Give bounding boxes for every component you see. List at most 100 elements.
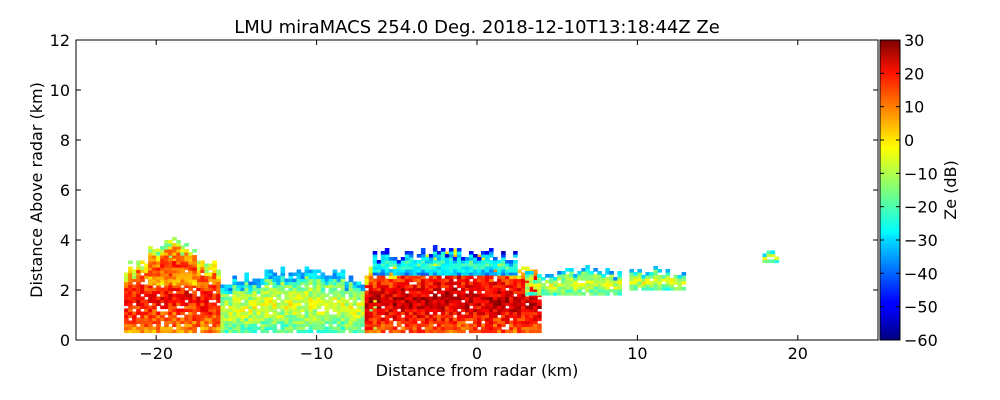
echo-cell bbox=[481, 326, 486, 331]
echo-cell bbox=[232, 287, 237, 292]
echo-cell bbox=[280, 323, 286, 328]
echo-cell bbox=[477, 275, 482, 280]
echo-cell bbox=[605, 292, 610, 296]
echo-cell bbox=[212, 287, 217, 292]
echo-cell bbox=[509, 308, 514, 313]
echo-cell bbox=[444, 326, 450, 331]
echo-cell bbox=[565, 274, 570, 278]
echo-cell bbox=[316, 287, 322, 292]
echo-cell bbox=[465, 299, 470, 304]
echo-cell bbox=[196, 260, 201, 265]
echo-cell bbox=[384, 272, 390, 276]
echo-cell bbox=[368, 320, 374, 325]
echo-cell bbox=[521, 329, 526, 334]
echo-cell bbox=[681, 287, 687, 291]
echo-cell bbox=[420, 293, 426, 298]
echo-cell bbox=[380, 272, 386, 276]
echo-cell bbox=[152, 314, 157, 319]
echo-cell bbox=[404, 323, 410, 328]
echo-cell bbox=[541, 292, 546, 296]
echo-cell bbox=[156, 299, 161, 304]
echo-cell bbox=[196, 263, 201, 268]
echo-cell bbox=[428, 317, 434, 322]
echo-cell bbox=[617, 286, 622, 290]
echo-cell bbox=[196, 320, 201, 325]
echo-cell bbox=[284, 314, 290, 319]
echo-cell bbox=[420, 260, 426, 264]
echo-cell bbox=[577, 271, 582, 275]
echo-cell bbox=[248, 281, 253, 286]
echo-cell bbox=[501, 284, 506, 289]
echo-cell bbox=[384, 278, 390, 283]
echo-cell bbox=[148, 293, 153, 298]
echo-cell bbox=[553, 280, 558, 284]
echo-cell bbox=[509, 323, 514, 328]
echo-cell bbox=[412, 314, 418, 319]
echo-cell bbox=[461, 329, 466, 334]
echo-cell bbox=[172, 269, 177, 274]
echo-cell bbox=[180, 276, 185, 280]
echo-cell bbox=[485, 308, 490, 313]
echo-cell bbox=[332, 317, 338, 322]
echo-cell bbox=[521, 317, 526, 322]
echo-cell bbox=[304, 314, 310, 319]
echo-cell bbox=[481, 254, 486, 258]
echo-cell bbox=[204, 272, 209, 277]
echo-cell bbox=[164, 282, 169, 286]
echo-cell bbox=[172, 264, 177, 268]
echo-cell bbox=[473, 257, 478, 261]
echo-cell bbox=[384, 281, 390, 286]
echo-cell bbox=[424, 257, 430, 261]
echo-region-central-top-edge bbox=[372, 245, 518, 276]
echo-cell bbox=[525, 311, 530, 316]
echo-cell bbox=[396, 305, 402, 310]
echo-cell bbox=[529, 271, 534, 275]
echo-cell bbox=[537, 302, 542, 307]
echo-cell bbox=[352, 314, 358, 319]
echo-cell bbox=[304, 284, 310, 289]
echo-cell bbox=[328, 305, 334, 310]
echo-cell bbox=[224, 317, 229, 322]
echo-cell bbox=[124, 287, 129, 292]
echo-cell bbox=[292, 272, 298, 277]
echo-cell bbox=[513, 326, 518, 331]
echo-cell bbox=[252, 314, 257, 319]
echo-cell bbox=[400, 329, 406, 334]
echo-cell bbox=[597, 286, 602, 290]
echo-cell bbox=[404, 320, 410, 325]
echo-cell bbox=[448, 296, 454, 301]
echo-cell bbox=[665, 284, 671, 288]
echo-cell bbox=[244, 326, 249, 331]
echo-cell bbox=[240, 296, 245, 301]
echo-cell bbox=[473, 293, 478, 298]
echo-cell bbox=[384, 293, 390, 298]
echo-cell bbox=[148, 299, 153, 304]
echo-cell bbox=[372, 281, 378, 286]
echo-cell bbox=[440, 317, 446, 322]
echo-cell bbox=[264, 299, 270, 304]
echo-cell bbox=[565, 268, 570, 272]
echo-cell bbox=[248, 299, 253, 304]
echo-cell bbox=[236, 311, 241, 316]
echo-cell bbox=[589, 283, 594, 287]
echo-cell bbox=[428, 290, 434, 295]
echo-cell bbox=[485, 263, 490, 267]
colorbar-label: Ze (dB) bbox=[941, 160, 960, 220]
echo-cell bbox=[288, 305, 294, 310]
echo-cell bbox=[256, 308, 262, 313]
echo-cell bbox=[384, 317, 390, 322]
echo-cell bbox=[489, 287, 494, 292]
echo-cell bbox=[304, 320, 310, 325]
echo-cell bbox=[533, 286, 538, 290]
echo-cell bbox=[436, 284, 442, 289]
echo-cell bbox=[461, 296, 466, 301]
echo-cell bbox=[489, 266, 494, 270]
echo-cell bbox=[140, 278, 145, 283]
echo-cell bbox=[292, 281, 298, 286]
echo-cell bbox=[288, 284, 294, 289]
echo-cell bbox=[513, 302, 518, 307]
echo-cell bbox=[585, 283, 590, 287]
echo-cell bbox=[448, 275, 454, 280]
echo-cell bbox=[152, 270, 157, 274]
echo-cell bbox=[637, 269, 642, 273]
